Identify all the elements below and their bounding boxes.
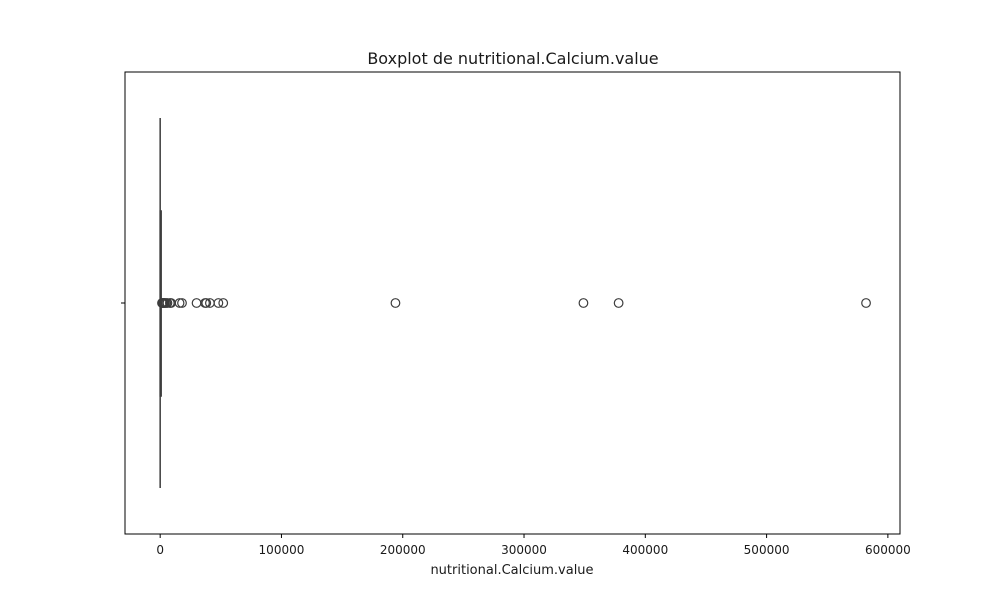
- plot-area: [157, 118, 871, 488]
- outlier-point: [390, 298, 401, 308]
- x-tick-label: 100000: [259, 543, 305, 557]
- outlier-point: [218, 298, 229, 308]
- outlier-point: [174, 298, 185, 308]
- outlier-point: [213, 298, 224, 308]
- chart-title: Boxplot de nutritional.Calcium.value: [367, 49, 658, 68]
- x-axis-label: nutritional.Calcium.value: [430, 563, 593, 578]
- x-tick-label: 600000: [865, 543, 911, 557]
- x-tick-label: 200000: [380, 543, 426, 557]
- outlier-point: [177, 298, 187, 308]
- outlier-point: [861, 298, 871, 308]
- x-tick-label: 0: [156, 543, 164, 557]
- x-axis: 0 100000 200000 300000 400000 500000 600000: [156, 534, 911, 557]
- axes-frame: [124, 71, 901, 535]
- x-tick-label: 300000: [501, 543, 547, 557]
- outlier-point: [191, 298, 202, 308]
- outlier-point: [162, 298, 173, 308]
- x-tick-label: 500000: [744, 543, 790, 557]
- outlier-point: [613, 298, 624, 308]
- outlier-point: [201, 298, 212, 308]
- outlier-point: [578, 298, 589, 308]
- x-tick-label: 400000: [622, 543, 668, 557]
